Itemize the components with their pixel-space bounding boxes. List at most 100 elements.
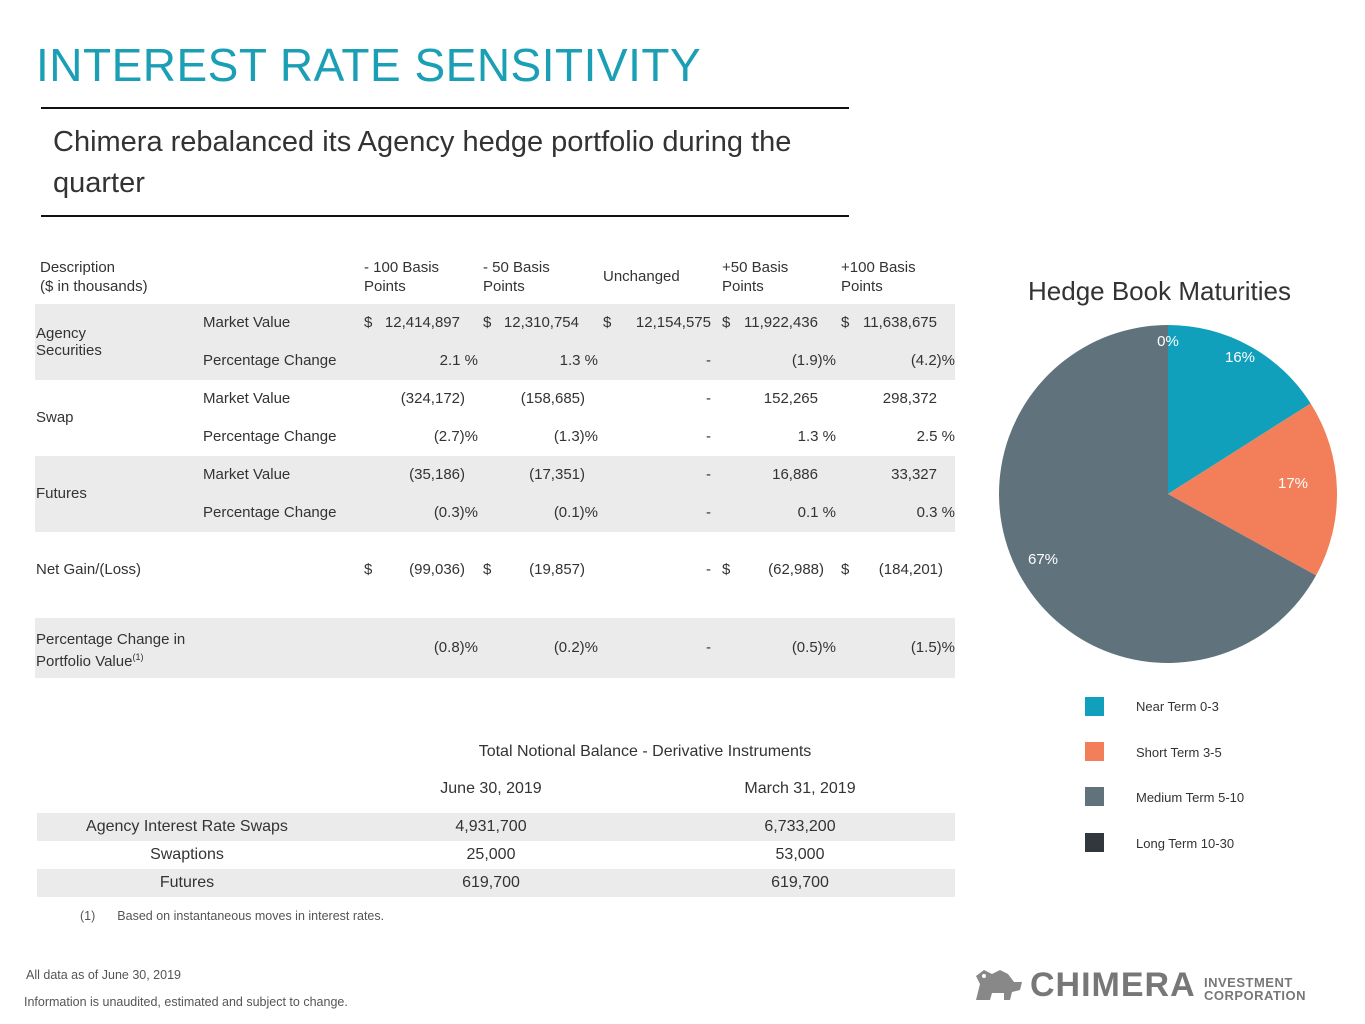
table-cell: (1.9)%: [791, 352, 836, 369]
column-header: Points: [364, 278, 406, 295]
table-cell: (0.8)%: [433, 639, 478, 656]
notional-column-header: June 30, 2019: [440, 780, 542, 797]
column-header: +50 Basis: [722, 259, 789, 276]
currency-symbol: $: [483, 561, 492, 578]
currency-symbol: $: [722, 314, 731, 331]
page-title: INTEREST RATE SENSITIVITY: [36, 39, 702, 91]
notional-cell: 619,700: [462, 874, 520, 891]
notional-row-label: Futures: [159, 874, 215, 891]
table-cell: (0.2)%: [553, 639, 598, 656]
logo-sub-text: CORPORATION: [1204, 988, 1307, 1003]
notional-column-header: March 31, 2019: [744, 780, 856, 797]
pie-data-label: 0%: [1157, 333, 1179, 350]
title-divider-top: [41, 107, 849, 109]
notional-cell: 25,000: [466, 846, 516, 863]
notional-row-label: Swaptions: [150, 846, 224, 863]
band-agency: [35, 304, 955, 380]
as-of-date: All data as of June 30, 2019: [26, 968, 181, 982]
table-cell: -: [706, 390, 711, 407]
notional-row-label: Agency Interest Rate Swaps: [86, 818, 288, 835]
notional-cell: 4,931,700: [455, 818, 527, 835]
table-cell: 298,372: [882, 390, 937, 407]
table-cell: (1.5)%: [910, 639, 955, 656]
table-cell: 152,265: [763, 390, 818, 407]
table-cell: (4.2)%: [910, 352, 955, 369]
table-cell: -: [706, 639, 711, 656]
pie-slice: [999, 325, 1317, 663]
notional-row-band: [37, 869, 955, 897]
row-group-label: Net Gain/(Loss): [36, 561, 142, 578]
pie-data-label: 67%: [1028, 551, 1058, 568]
currency-symbol: $: [483, 314, 492, 331]
table-cell: -: [706, 504, 711, 521]
pie-slice: [1168, 403, 1337, 576]
table-cell: 12,414,897: [384, 314, 460, 331]
table-cell: -: [706, 466, 711, 483]
table-cell: -: [706, 428, 711, 445]
table-cell: (184,201): [878, 561, 943, 578]
description-header: Description: [40, 259, 116, 276]
pie-data-label: 17%: [1278, 475, 1308, 492]
row-label: Percentage Change: [203, 352, 337, 369]
hedge-book-pie-chart: 16% 17% 67% 0%: [999, 325, 1337, 663]
table-cell: (1.3)%: [553, 428, 598, 445]
legend-label: Long Term 10-30: [1136, 836, 1235, 851]
column-header: Points: [841, 278, 883, 295]
row-label: Percentage Change: [203, 428, 337, 445]
notional-cell: 619,700: [771, 874, 829, 891]
table-cell: -: [706, 352, 711, 369]
table-cell: (19,857): [529, 561, 585, 578]
currency-symbol: $: [603, 314, 612, 331]
table-cell: 1.3 %: [559, 352, 598, 369]
legend-swatch-long-term: [1085, 833, 1104, 852]
title-divider-bottom: [41, 215, 849, 217]
legend-label: Near Term 0-3: [1136, 699, 1219, 714]
column-header: Points: [722, 278, 764, 295]
currency-symbol: $: [364, 314, 373, 331]
pie-slice: [1168, 325, 1311, 494]
notional-table-title: Total Notional Balance - Derivative Inst…: [478, 743, 812, 760]
table-cell: 0.1 %: [797, 504, 836, 521]
currency-symbol: $: [841, 314, 850, 331]
column-header: Unchanged: [603, 268, 680, 285]
disclaimer: Information is unaudited, estimated and …: [24, 995, 348, 1009]
notional-cell: 6,733,200: [764, 818, 836, 835]
table-cell: (17,351): [529, 466, 585, 483]
row-label: Market Value: [203, 314, 291, 331]
footnote-text: Based on instantaneous moves in interest…: [117, 909, 385, 923]
footnote-marker: (1): [132, 652, 144, 662]
band-portfolio: [35, 618, 955, 678]
row-group-label: Futures: [36, 485, 87, 502]
footnote-mark: (1): [80, 909, 96, 923]
table-cell: (324,172): [400, 390, 465, 407]
page-subtitle: Chimera rebalanced its Agency hedge port…: [53, 126, 792, 199]
table-cell: 2.5 %: [916, 428, 955, 445]
table-cell: (99,036): [409, 561, 465, 578]
row-group-label: Swap: [36, 409, 74, 426]
chimera-logo: CHIMERA INVESTMENT CORPORATION: [970, 962, 1325, 1006]
table-cell: 0.3 %: [916, 504, 955, 521]
row-group-label: Portfolio Value(1): [36, 648, 143, 671]
table-cell: (0.3)%: [433, 504, 478, 521]
table-cell: (35,186): [409, 466, 465, 483]
currency-symbol: $: [722, 561, 731, 578]
table-cell: (2.7)%: [433, 428, 478, 445]
pie-data-label: 16%: [1225, 349, 1255, 366]
row-group-label: Securities: [36, 342, 102, 359]
column-header: +100 Basis: [841, 259, 916, 276]
row-label: Market Value: [203, 390, 291, 407]
table-cell: (0.1)%: [553, 504, 598, 521]
row-group-label: Percentage Change in: [36, 631, 186, 648]
row-group-label-text: Portfolio Value: [36, 653, 133, 670]
table-cell: 33,327: [891, 466, 937, 483]
notional-row-band: [37, 813, 955, 841]
logo-sub-text: INVESTMENT: [1204, 975, 1293, 990]
band-futures: [35, 456, 955, 532]
table-cell: 16,886: [772, 466, 818, 483]
legend-swatch-near-term: [1085, 697, 1104, 716]
table-cell: (158,685): [520, 390, 585, 407]
currency-symbol: $: [841, 561, 850, 578]
table-cell: 12,310,754: [503, 314, 579, 331]
legend-label: Short Term 3-5: [1136, 745, 1222, 760]
notional-cell: 53,000: [775, 846, 825, 863]
